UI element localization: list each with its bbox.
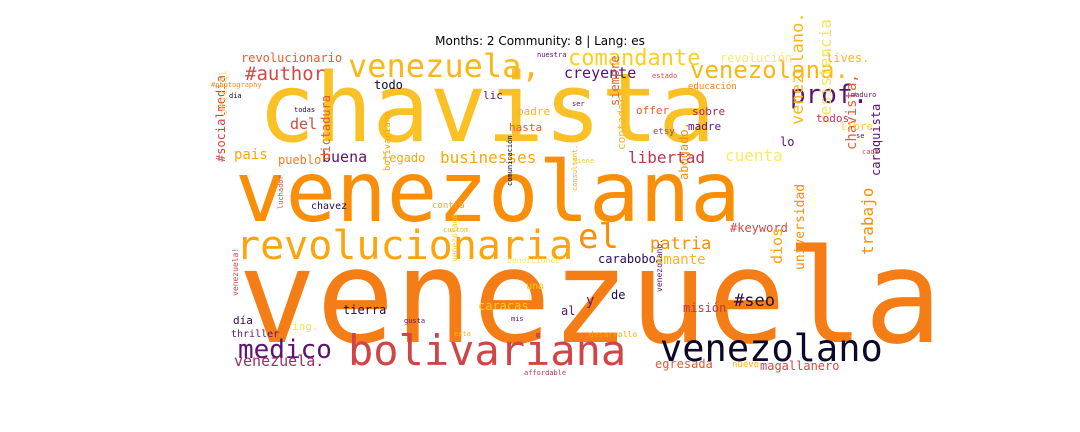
cloud-word: libertad [628, 148, 706, 167]
cloud-word: desarrollo [589, 330, 638, 339]
cloud-word: venezolano. [788, 12, 808, 125]
cloud-word: siempre [608, 55, 622, 106]
cloud-word: pueblo [278, 153, 322, 167]
cloud-word: dia [229, 92, 242, 100]
cloud-word: offer [636, 104, 670, 117]
cloud-word: #author [245, 63, 326, 85]
cloud-word: contra [432, 201, 465, 211]
cloud-word: carabobo [598, 252, 656, 266]
cloud-word: amante [655, 252, 706, 268]
cloud-word: comunicación [506, 135, 514, 186]
cloud-word: affordable [524, 369, 567, 377]
cloud-word: cada [862, 148, 879, 156]
cloud-word: estado [652, 72, 678, 80]
cloud-word: tierra [343, 303, 387, 317]
cloud-word: venezolano [660, 327, 883, 370]
cloud-word: día [233, 314, 253, 327]
cloud-word: businesses [440, 148, 537, 167]
cloud-word: el [578, 217, 619, 257]
cloud-word: caracas [478, 299, 529, 313]
figure-title: Months: 2 Community: 8 | Lang: es [435, 34, 645, 48]
cloud-word: venezolana. [450, 209, 459, 262]
cloud-word: resistencia [816, 19, 835, 125]
cloud-word: caraquista [869, 103, 883, 176]
cloud-word: prof. [790, 80, 869, 110]
cloud-word: del [290, 115, 318, 133]
cloud-word: maduro [851, 91, 877, 99]
cloud-word: #keyword [730, 221, 788, 235]
cloud-word: chavista [258, 54, 716, 164]
cloud-word: hasta [509, 121, 543, 134]
cloud-word: trabajo [858, 187, 877, 255]
cloud-word: madre [688, 120, 722, 133]
cloud-word: bolivariana [348, 326, 627, 375]
cloud-word: venezolana [235, 143, 741, 241]
cloud-word: al [561, 304, 576, 318]
cloud-word: consultant. [571, 144, 579, 191]
cloud-word: oficial [217, 69, 230, 116]
cloud-word: custom [443, 226, 469, 234]
cloud-word: creyente [564, 64, 637, 82]
cloud-word: etsy [653, 127, 675, 137]
cloud-word: una [526, 281, 545, 292]
cloud-word: pais [234, 147, 268, 163]
cloud-word: nuevo [732, 360, 760, 370]
cloud-word: #photography [211, 81, 262, 89]
cloud-word: tiene [573, 157, 595, 165]
cloud-word: luchador [277, 175, 285, 209]
cloud-word: magallanero [760, 359, 840, 373]
cloud-word: sobre [692, 105, 726, 118]
cloud-word: patria [650, 234, 712, 254]
cloud-word: padre [517, 105, 551, 118]
cloud-word: nuestra [537, 51, 567, 59]
cloud-word: lo [780, 135, 795, 149]
cloud-word: bolivariano [383, 111, 393, 171]
cloud-word: legado [382, 151, 426, 165]
cloud-word: thriller [231, 329, 280, 340]
cloud-word: y [586, 293, 595, 309]
cloud-word: bendiciones [507, 256, 560, 265]
cloud-word: esta [454, 330, 471, 338]
cloud-word: educación [688, 82, 737, 92]
cloud-word: misión [683, 301, 727, 315]
cloud-word: revolución [720, 51, 793, 65]
cloud-word: ing. [292, 320, 319, 333]
cloud-word: mis [511, 315, 524, 323]
cloud-word: dictadura [319, 94, 333, 160]
cloud-word: venezuela. [234, 352, 325, 370]
cloud-word: lic [483, 89, 503, 102]
cloud-word: libre [840, 120, 874, 133]
cloud-word: #seo [734, 291, 775, 311]
cloud-word: todas [294, 106, 316, 114]
cloud-word: venezuela, [348, 47, 541, 85]
cloud-word: venezuela [238, 221, 943, 373]
cloud-word: cuenta [725, 146, 783, 165]
cloud-word: universidad [793, 183, 808, 270]
cloud-word: revolucionaria [236, 223, 574, 269]
cloud-word: venezolana. [690, 56, 849, 84]
cloud-word: egresada [655, 357, 713, 371]
cloud-word: todo [374, 78, 403, 92]
cloud-word: se [856, 132, 865, 140]
cloud-word: chavez [311, 201, 348, 212]
cloud-word: venezuela! [231, 247, 240, 296]
cloud-word: gusta [404, 317, 426, 325]
cloud-word: todos [816, 112, 850, 125]
cloud-word: medico [238, 335, 332, 365]
cloud-word: venezolano. [655, 239, 664, 292]
cloud-word: revolucionario [241, 51, 343, 65]
cloud-word: de [611, 288, 626, 302]
cloud-word: ser [572, 100, 585, 108]
cloud-word: buena [322, 148, 368, 166]
cloud-word: lives. [826, 51, 870, 65]
cloud-word: comandante [568, 46, 701, 71]
